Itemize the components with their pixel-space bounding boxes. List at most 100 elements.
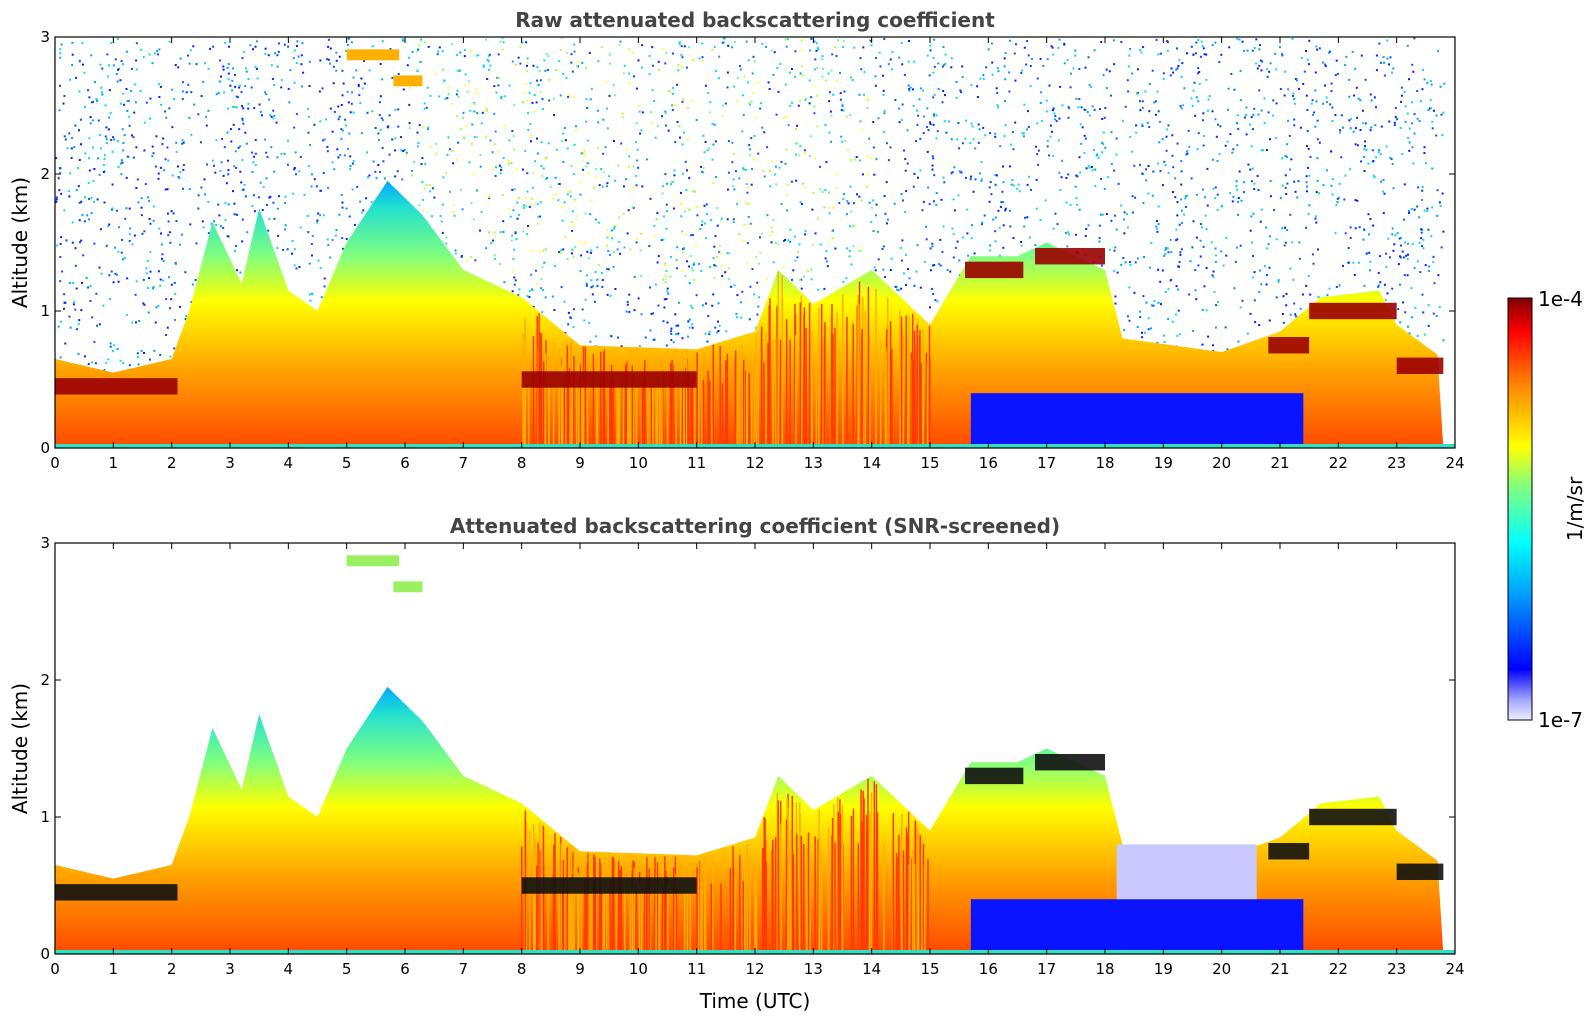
noise-pixel [1074,185,1077,188]
noise-pixel [1150,241,1153,244]
noise-pixel [1406,44,1409,47]
noise-pixel [512,257,515,260]
noise-pixel [222,68,225,71]
noise-pixel [969,178,972,181]
noise-pixel [814,157,817,160]
noise-pixel [1075,97,1078,100]
noise-pixel [1045,110,1048,113]
noise-pixel [1355,86,1358,89]
noise-pixel [736,100,739,103]
noise-pixel [171,88,174,91]
noise-pixel [175,141,178,144]
noise-pixel [711,304,714,307]
noise-pixel [210,222,213,225]
noise-pixel [149,97,152,100]
noise-pixel [726,218,729,221]
noise-pixel [950,57,953,60]
noise-pixel [845,115,848,118]
noise-pixel [1396,118,1399,121]
noise-pixel [1426,207,1429,210]
noise-pixel [493,112,496,115]
noise-pixel [1354,67,1357,70]
x-tick-label: 5 [342,454,352,472]
noise-pixel [675,258,678,261]
noise-pixel [724,102,727,105]
noise-pixel [310,185,313,188]
noise-pixel [481,111,484,114]
noise-pixel [1178,223,1181,226]
x-tick-label: 9 [575,960,585,978]
noise-pixel [493,231,496,234]
noise-pixel [560,286,563,289]
noise-pixel [1300,56,1303,59]
noise-pixel [1286,182,1289,185]
noise-pixel [1408,141,1411,144]
noise-pixel [425,183,428,186]
noise-pixel [913,60,916,63]
noise-pixel [689,255,692,257]
noise-pixel [473,110,476,113]
noise-pixel [1144,90,1147,93]
noise-pixel [1107,176,1110,179]
noise-pixel [1069,86,1072,89]
noise-pixel [337,118,340,121]
noise-pixel [276,246,279,249]
noise-pixel [713,277,716,279]
noise-pixel [190,133,193,136]
noise-pixel [1259,220,1262,223]
noise-pixel [868,201,871,204]
noise-pixel [1297,180,1300,183]
noise-pixel [596,278,599,281]
noise-pixel [90,101,93,104]
noise-pixel [1080,142,1083,145]
noise-pixel [485,136,488,139]
noise-pixel [291,252,293,255]
noise-pixel [664,173,667,176]
noise-pixel [1183,87,1186,90]
noise-pixel [177,66,180,69]
noise-pixel [1108,248,1111,251]
noise-pixel [935,114,938,117]
noise-pixel [277,234,280,237]
noise-pixel [1284,70,1287,73]
noise-pixel [513,104,516,107]
noise-pixel [1008,90,1011,93]
noise-pixel [1308,39,1311,42]
noise-pixel [1418,120,1421,122]
noise-pixel [746,81,749,84]
noise-pixel [125,176,128,179]
noise-pixel [1074,49,1077,52]
noise-pixel [1216,159,1219,162]
noise-pixel [645,158,648,161]
noise-pixel [1336,201,1339,204]
noise-pixel [350,41,353,44]
noise-pixel [227,63,230,66]
noise-pixel [1439,85,1442,88]
noise-pixel [755,116,757,119]
noise-pixel [310,242,313,245]
cloud-layer [965,261,1024,279]
noise-pixel [558,60,561,63]
noise-pixel [253,107,256,110]
noise-pixel [1228,46,1231,49]
noise-pixel [1385,145,1388,148]
noise-pixel [868,137,871,140]
noise-pixel [750,183,753,186]
noise-pixel [92,180,95,182]
noise-pixel [133,234,136,237]
noise-pixel [569,191,572,193]
noise-pixel [612,265,615,268]
noise-pixel [111,350,114,352]
noise-pixel [110,41,113,44]
noise-pixel [973,252,976,255]
noise-pixel [1379,61,1382,64]
noise-pixel [570,53,573,56]
noise-pixel [761,126,764,129]
noise-pixel [1408,127,1411,130]
noise-pixel [156,50,159,53]
noise-pixel [663,298,666,301]
noise-pixel [333,110,336,113]
noise-pixel [1235,122,1238,125]
noise-pixel [662,278,665,281]
noise-pixel [1424,264,1427,267]
